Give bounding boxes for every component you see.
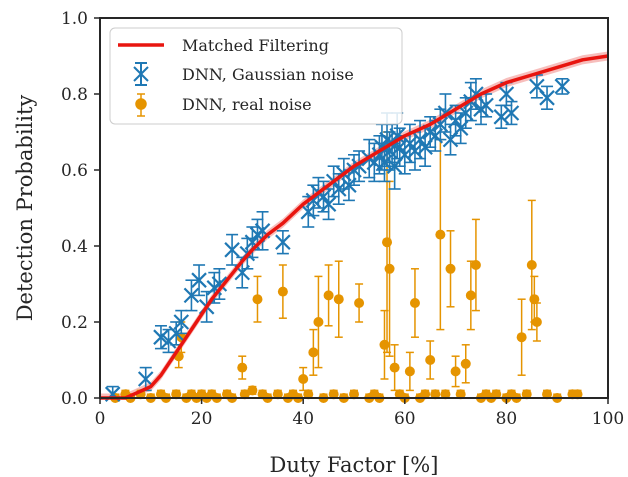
gaussian-noise-point bbox=[447, 112, 464, 129]
gaussian-noise-point bbox=[457, 105, 474, 121]
y-axis-label: Detection Probability bbox=[13, 95, 37, 322]
real-noise-point bbox=[531, 317, 542, 327]
gaussian-noise-point bbox=[397, 147, 413, 163]
gaussian-noise-point bbox=[539, 90, 555, 106]
legend-swatch-gaussian-noise bbox=[133, 62, 149, 86]
gaussian-noise-point bbox=[554, 78, 571, 95]
real-noise-point bbox=[572, 389, 583, 400]
gaussian-noise-point bbox=[168, 325, 184, 342]
y-tick-label-0: 0.0 bbox=[61, 389, 88, 409]
x-axis-ticks: 0 20 40 60 80 100 bbox=[95, 398, 624, 429]
legend: Matched Filtering DNN, Gaussian noise DN… bbox=[109, 27, 403, 125]
gaussian-noise-point bbox=[498, 86, 515, 102]
real-noise-point bbox=[491, 389, 502, 400]
real-noise-point bbox=[470, 260, 481, 270]
gaussian-noise-point bbox=[478, 97, 494, 114]
gaussian-noise-point bbox=[320, 196, 337, 212]
real-noise-point bbox=[313, 317, 324, 327]
gaussian-noise-point bbox=[376, 154, 393, 171]
legend-swatch-real-noise bbox=[135, 93, 147, 117]
gaussian-noise-point bbox=[305, 192, 322, 209]
legend-box bbox=[109, 27, 403, 125]
y-tick-label-4: 0.8 bbox=[61, 85, 88, 105]
real-noise-point bbox=[465, 290, 476, 301]
real-noise-point bbox=[529, 294, 540, 305]
gaussian-noise-point bbox=[153, 329, 169, 345]
real-noise-point bbox=[303, 389, 314, 400]
x-tick-label-1: 20 bbox=[191, 409, 213, 429]
gaussian-noise-point bbox=[493, 109, 510, 125]
gaussian-noise-point bbox=[341, 177, 357, 193]
real-noise-point bbox=[435, 229, 446, 240]
real-noise-point bbox=[298, 374, 309, 384]
real-noise-point bbox=[382, 237, 393, 248]
real-noise-point bbox=[455, 389, 466, 400]
x-tick-label-4: 80 bbox=[496, 409, 518, 429]
gaussian-noise-point bbox=[224, 242, 240, 258]
real-noise-point bbox=[445, 263, 456, 274]
real-noise-point bbox=[171, 389, 182, 400]
real-noise-point bbox=[354, 298, 365, 308]
gaussian-noise-point bbox=[137, 371, 154, 387]
y-axis-ticks: 0.0 0.2 0.4 0.6 0.8 1.0 bbox=[61, 9, 100, 409]
real-noise-point bbox=[328, 389, 339, 400]
real-noise-point bbox=[420, 389, 431, 400]
real-noise-point bbox=[272, 389, 283, 400]
real-noise-point bbox=[521, 389, 532, 400]
legend-label-gaussian-noise: DNN, Gaussian noise bbox=[182, 65, 354, 84]
real-noise-point bbox=[389, 362, 400, 373]
x-tick-label-5: 100 bbox=[592, 409, 624, 429]
matched-filtering-line bbox=[100, 54, 609, 400]
y-tick-label-5: 1.0 bbox=[61, 9, 88, 29]
real-noise-point bbox=[247, 385, 258, 396]
legend-label-real-noise: DNN, real noise bbox=[182, 95, 312, 114]
real-noise-point bbox=[404, 366, 415, 377]
y-tick-label-3: 0.6 bbox=[61, 161, 88, 181]
real-noise-point bbox=[323, 290, 334, 301]
gaussian-noise-point bbox=[412, 131, 428, 148]
real-noise-point bbox=[526, 260, 537, 270]
real-noise-point bbox=[237, 362, 248, 373]
y-tick-label-2: 0.4 bbox=[61, 237, 88, 257]
real-noise-point bbox=[308, 347, 319, 358]
gaussian-noise-point bbox=[452, 120, 469, 136]
gaussian-noise-point bbox=[330, 181, 347, 197]
real-noise-point bbox=[440, 389, 451, 400]
real-noise-point bbox=[460, 358, 471, 369]
gaussian-noise-point bbox=[173, 314, 190, 330]
real-noise-point bbox=[277, 286, 288, 297]
x-tick-label-3: 60 bbox=[394, 409, 416, 429]
real-noise-point bbox=[349, 389, 359, 400]
gaussian-noise-point bbox=[427, 128, 444, 144]
plot-frame bbox=[99, 17, 609, 399]
gaussian-noise-point bbox=[300, 204, 317, 220]
real-noise-point bbox=[333, 294, 344, 305]
gaussian-noise-point bbox=[407, 143, 423, 159]
real-noise-point bbox=[384, 263, 395, 274]
real-noise-point bbox=[425, 355, 436, 365]
real-noise-point bbox=[450, 366, 461, 377]
gaussian-noise-point bbox=[183, 287, 200, 304]
y-tick-label-1: 0.2 bbox=[61, 313, 88, 333]
real-noise-point bbox=[542, 389, 553, 400]
real-noise-point bbox=[430, 389, 441, 400]
gaussian-noise-point bbox=[275, 234, 291, 250]
gaussian-noise-point bbox=[402, 135, 418, 152]
real-noise-point bbox=[516, 332, 527, 343]
matched-filtering-curve-group bbox=[100, 54, 609, 400]
real-noise-point bbox=[252, 294, 263, 305]
x-axis-label: Duty Factor [%] bbox=[270, 453, 439, 477]
x-tick-label-2: 40 bbox=[292, 409, 314, 429]
gaussian-noise-point bbox=[211, 276, 228, 292]
legend-label-matched-filtering: Matched Filtering bbox=[182, 36, 329, 55]
real-noise-point bbox=[409, 298, 420, 308]
gaussian-noise-point bbox=[503, 105, 520, 121]
real-noise-point bbox=[239, 389, 250, 400]
gaussian-noise-point bbox=[191, 272, 207, 288]
x-tick-label-0: 0 bbox=[95, 409, 106, 429]
real-noise-point bbox=[379, 339, 390, 350]
